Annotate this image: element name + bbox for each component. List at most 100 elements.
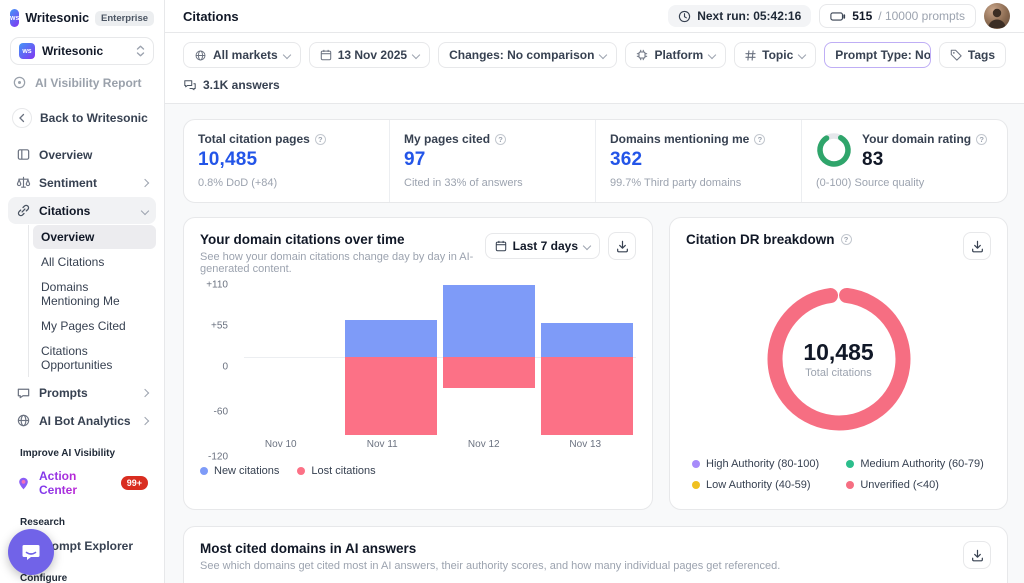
bar-segment[interactable] (344, 356, 438, 435)
x-axis-label: Nov 13 (569, 439, 602, 450)
bar-segment[interactable] (540, 356, 634, 435)
sidebar-item-citations[interactable]: Citations (8, 197, 156, 224)
subnav-item-my-pages-cited[interactable]: My Pages Cited (41, 319, 126, 333)
legend-item[interactable]: New citations (200, 465, 279, 477)
sidebar-item-overview[interactable]: Overview (8, 141, 156, 168)
stat-sub: 0.8% DoD (+84) (198, 177, 278, 189)
bar-chart: +110 +55 0 -60 -120 Nov 10 Nov 11 Nov 12 Nov 13 (200, 280, 636, 463)
back-arrow-icon (12, 108, 32, 128)
sidebar-item-ai-bot-analytics[interactable]: AI Bot Analytics (8, 407, 156, 434)
info-icon[interactable]: ? (840, 234, 852, 245)
sidebar-item-sentiment[interactable]: Sentiment (8, 169, 156, 196)
stat-label: My pages cited (404, 132, 491, 146)
back-to-writesonic[interactable]: Back to Writesonic (0, 94, 164, 132)
subnav-item-all-citations[interactable]: All Citations (41, 255, 105, 269)
bar-column[interactable] (440, 285, 538, 435)
legend-item[interactable]: Medium Authority (60-79) (846, 458, 989, 470)
bar-segment[interactable] (540, 322, 634, 357)
legend-item[interactable]: Lost citations (297, 465, 376, 477)
bar-column[interactable] (244, 285, 342, 435)
download-chart-button[interactable] (608, 232, 636, 260)
nav-label: Sentiment (39, 175, 98, 190)
info-icon[interactable]: ? (314, 133, 326, 145)
stat-value: 362 (610, 149, 643, 170)
chart-title: Your domain citations over time (200, 232, 405, 247)
legend-item[interactable]: High Authority (80-100) (692, 458, 824, 470)
legend-label: Medium Authority (60-79) (860, 458, 984, 470)
prompts-used: 515 (852, 9, 873, 23)
filter-label: Tags (967, 48, 995, 62)
filter-tags[interactable]: Tags (938, 42, 1006, 68)
workspace-switcher[interactable]: ws Writesonic (10, 37, 154, 65)
date-range-selector[interactable]: Last 7 days (484, 233, 600, 259)
citations-link-icon (17, 204, 30, 217)
legend-item[interactable]: Low Authority (40-59) (692, 479, 824, 491)
subnav-item-citations-opportunities[interactable]: Citations Opportunities (41, 344, 113, 372)
clock-icon (679, 10, 691, 22)
filter-topic[interactable]: Topic (734, 42, 817, 68)
legend-dot (692, 460, 700, 468)
subnav-item-domains-mentioning-me[interactable]: Domains Mentioning Me (41, 280, 120, 308)
download-table-button[interactable] (963, 541, 991, 569)
filter-platform[interactable]: Platform (625, 42, 727, 68)
chevron-down-icon (140, 206, 150, 215)
legend-dot (692, 481, 700, 489)
chevron-right-icon (140, 416, 150, 425)
donut-center-label: Total citations (805, 367, 872, 379)
sidebar-item-prompts[interactable]: Prompts (8, 379, 156, 406)
subnav-item-overview[interactable]: Overview (33, 225, 156, 249)
next-run-indicator: Next run: 05:42:16 (668, 5, 812, 27)
domain-rating-ring (817, 133, 851, 167)
filter-label: Platform (654, 48, 704, 62)
chat-widget-button[interactable] (8, 529, 54, 575)
chevron-down-icon (599, 50, 608, 60)
bar-segment[interactable] (344, 319, 438, 357)
prompts-usage[interactable]: 515 / 10000 prompts (819, 4, 976, 28)
bar-segment[interactable] (442, 356, 536, 389)
donut-segment[interactable] (767, 287, 910, 431)
y-axis-tick: -120 (207, 451, 228, 463)
info-icon[interactable]: ? (754, 133, 766, 145)
filter-prompt-type[interactable]: Prompt Type: Non-branded (824, 42, 931, 68)
sidebar-item-action-center[interactable]: Action Center 99+ (8, 463, 156, 503)
bar-column[interactable] (538, 285, 636, 435)
download-chart-button[interactable] (963, 232, 991, 260)
brand-name: Writesonic (25, 11, 90, 25)
workspace-logo-icon: ws (19, 43, 35, 59)
legend-item[interactable]: Unverified (<40) (846, 479, 989, 491)
filter-label: All markets (213, 48, 278, 62)
info-icon[interactable]: ? (976, 133, 988, 145)
citations-subnav: Overview All Citations Domains Mentionin… (28, 225, 156, 377)
stat-my-pages-cited: My pages cited? 97 Cited in 33% of answe… (389, 120, 595, 202)
prompts-total: / 10000 prompts (878, 9, 965, 23)
donut-title: Citation DR breakdown (686, 232, 835, 247)
user-avatar[interactable] (984, 3, 1010, 29)
writesonic-logo-icon: ws (10, 9, 20, 27)
main-area: Citations Next run: 05:42:16 515 / 10000… (165, 0, 1024, 583)
stat-label: Domains mentioning me (610, 132, 750, 146)
filter-date[interactable]: 13 Nov 2025 (308, 42, 431, 68)
legend-dot (297, 467, 306, 475)
bar-xlabels: Nov 10 Nov 11 Nov 12 Nov 13 (230, 439, 636, 457)
y-axis-tick: +110 (206, 279, 228, 291)
stat-domains-mentioning-me: Domains mentioning me? 362 99.7% Third p… (595, 120, 801, 202)
sidebar-item-ai-visibility-report[interactable]: AI Visibility Report (0, 65, 164, 94)
bar-plot (244, 285, 636, 435)
answers-count: 3.1K answers (165, 68, 1024, 103)
stat-total-citation-pages: Total citation pages? 10,485 0.8% DoD (+… (184, 120, 389, 202)
nav-label: Prompts (39, 385, 88, 400)
action-center-label: Action Center (39, 469, 113, 497)
chevron-down-icon (582, 241, 592, 251)
bar-column[interactable] (342, 285, 440, 435)
citation-dr-breakdown-card: Citation DR breakdown ? (669, 217, 1008, 510)
filter-changes[interactable]: Changes: No comparison (438, 42, 618, 68)
filter-markets[interactable]: All markets (183, 42, 301, 68)
back-label: Back to Writesonic (40, 111, 148, 125)
section-improve-ai-visibility: Improve AI Visibility (20, 448, 116, 459)
stat-value: 97 (404, 149, 426, 170)
info-icon[interactable]: ? (495, 133, 507, 145)
stat-sub: Cited in 33% of answers (404, 177, 523, 189)
battery-icon (830, 11, 846, 21)
bar-segment[interactable] (442, 285, 536, 357)
next-run-text: Next run: 05:42:16 (697, 9, 802, 23)
